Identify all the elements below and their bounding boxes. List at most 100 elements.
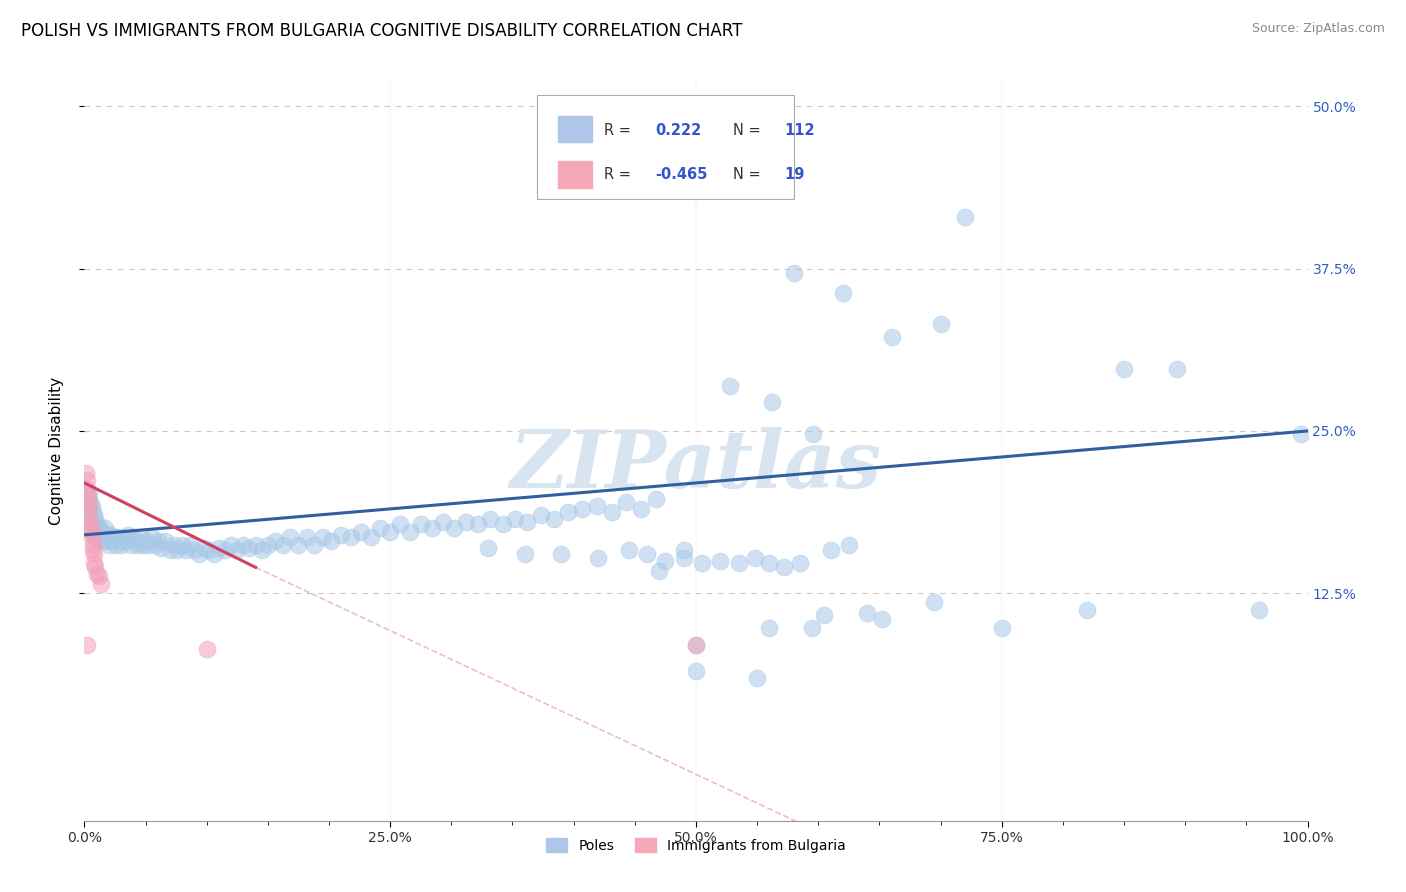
Point (87, 520, 110, 534)
Point (398, 525, 420, 540)
Point (132, 538, 155, 552)
Point (718, 378, 741, 392)
Point (77, 500, 100, 514)
Point (219, 538, 242, 552)
Point (77, 495, 100, 509)
Point (77, 500, 100, 514)
Point (86, 566, 108, 581)
Point (163, 538, 186, 552)
Point (304, 538, 326, 552)
Point (370, 521, 392, 535)
Point (340, 531, 363, 545)
Point (115, 534, 138, 549)
Point (83, 525, 105, 540)
Point (83, 508, 105, 523)
Point (685, 665, 707, 679)
Point (125, 534, 148, 549)
FancyBboxPatch shape (537, 95, 794, 199)
Point (685, 638, 707, 652)
Point (991, 621, 1014, 635)
Point (758, 621, 780, 635)
Point (287, 538, 309, 552)
Point (83, 547, 105, 561)
Point (685, 638, 707, 652)
Point (77, 486, 100, 500)
Point (278, 531, 301, 545)
Point (617, 543, 640, 558)
Point (89, 524, 111, 538)
Point (100, 528, 122, 542)
Point (477, 541, 499, 555)
Point (709, 554, 731, 568)
Point (105, 531, 128, 545)
Point (79, 495, 101, 509)
Point (744, 551, 766, 566)
Text: R =: R = (605, 168, 636, 182)
Point (76, 473, 98, 487)
Point (104, 531, 127, 545)
Point (208, 541, 231, 555)
Point (380, 525, 402, 540)
Point (150, 541, 173, 555)
Point (143, 538, 166, 552)
Point (84, 531, 107, 545)
Point (146, 534, 169, 549)
Point (443, 521, 465, 535)
Point (801, 621, 824, 635)
Point (550, 547, 572, 561)
Point (179, 538, 201, 552)
Point (690, 557, 713, 571)
Point (513, 547, 536, 561)
Point (214, 543, 236, 558)
Point (91, 525, 114, 540)
Point (153, 534, 176, 549)
Text: Source: ZipAtlas.com: Source: ZipAtlas.com (1251, 22, 1385, 36)
Point (838, 538, 860, 552)
Point (516, 515, 538, 529)
Point (761, 395, 783, 409)
Point (350, 525, 373, 540)
Point (127, 538, 149, 552)
Point (166, 543, 188, 558)
Text: N =: N = (733, 168, 765, 182)
Point (295, 531, 318, 545)
Text: POLISH VS IMMIGRANTS FROM BULGARIA COGNITIVE DISABILITY CORRELATION CHART: POLISH VS IMMIGRANTS FROM BULGARIA COGNI… (21, 22, 742, 40)
Point (232, 538, 254, 552)
Point (86, 517, 108, 532)
Point (773, 560, 796, 574)
Point (75, 466, 97, 480)
Point (75, 483, 97, 497)
Point (614, 495, 637, 509)
Point (644, 491, 666, 506)
Point (870, 612, 893, 626)
Point (96, 534, 118, 549)
Point (924, 595, 946, 609)
Point (87, 525, 110, 540)
Bar (558, 161, 592, 188)
Point (80, 525, 103, 540)
Point (672, 543, 695, 558)
Point (321, 534, 343, 549)
Point (953, 210, 976, 224)
Point (79, 521, 101, 535)
Point (87, 531, 110, 545)
Text: 19: 19 (785, 168, 804, 182)
Bar (558, 116, 592, 142)
Point (479, 512, 502, 526)
Point (330, 528, 353, 542)
Point (250, 543, 273, 558)
Point (312, 531, 335, 545)
Point (195, 642, 218, 657)
Point (82, 538, 104, 552)
Point (93, 531, 115, 545)
Point (238, 541, 260, 555)
Point (159, 543, 181, 558)
Point (803, 426, 825, 441)
Point (110, 538, 132, 552)
Point (672, 551, 695, 566)
Point (91, 534, 114, 549)
Point (77, 508, 100, 523)
Point (648, 564, 671, 578)
Point (193, 541, 215, 555)
Text: 0.222: 0.222 (655, 122, 702, 137)
